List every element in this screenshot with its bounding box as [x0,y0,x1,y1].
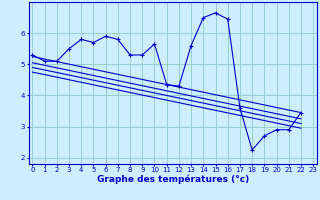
X-axis label: Graphe des températures (°c): Graphe des températures (°c) [97,175,249,184]
